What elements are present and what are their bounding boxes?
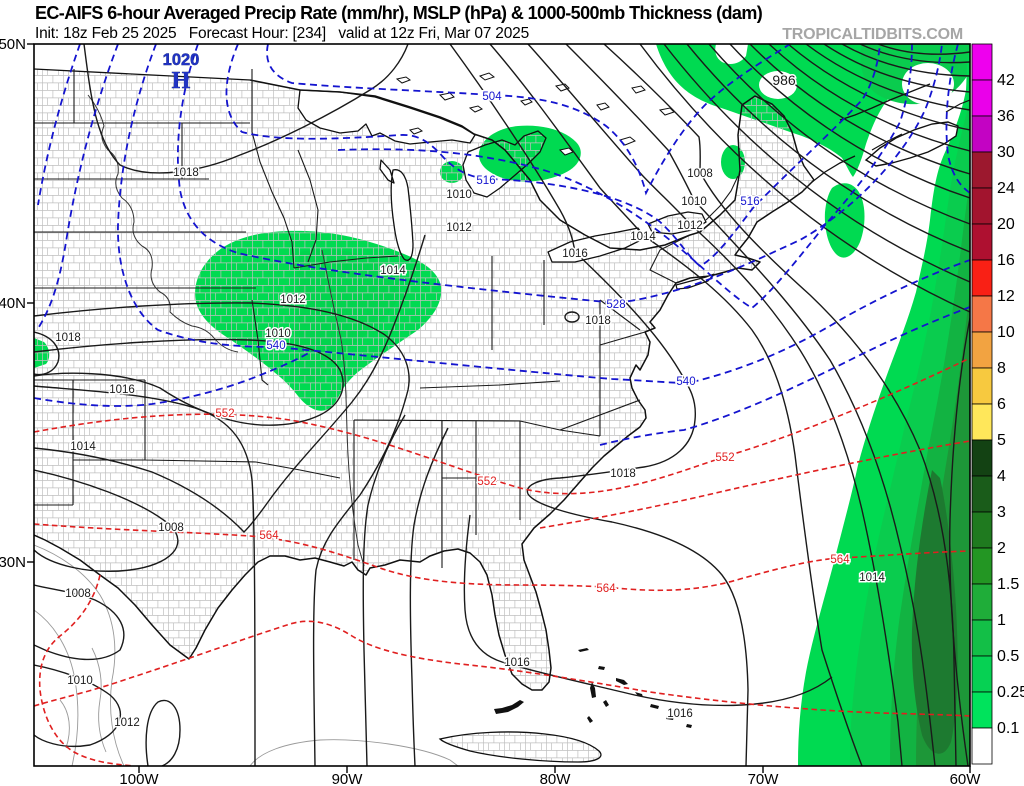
svg-text:540: 540 bbox=[266, 340, 285, 352]
svg-text:1010: 1010 bbox=[681, 196, 707, 208]
svg-text:0.25: 0.25 bbox=[997, 684, 1024, 701]
svg-text:2: 2 bbox=[997, 540, 1006, 557]
svg-text:1008: 1008 bbox=[687, 168, 713, 180]
svg-text:50N: 50N bbox=[0, 36, 26, 53]
svg-text:1016: 1016 bbox=[562, 248, 588, 260]
svg-text:12: 12 bbox=[997, 288, 1015, 305]
svg-text:H: H bbox=[172, 68, 191, 94]
svg-text:20: 20 bbox=[997, 216, 1015, 233]
svg-text:1016: 1016 bbox=[504, 657, 530, 669]
svg-text:516: 516 bbox=[476, 175, 495, 187]
svg-text:564: 564 bbox=[596, 583, 616, 595]
svg-text:1012: 1012 bbox=[677, 220, 703, 232]
svg-text:1018: 1018 bbox=[610, 468, 636, 480]
svg-text:1018: 1018 bbox=[585, 315, 611, 327]
svg-text:80W: 80W bbox=[540, 771, 572, 786]
svg-text:552: 552 bbox=[477, 476, 496, 488]
svg-text:1016: 1016 bbox=[667, 708, 693, 720]
svg-text:516: 516 bbox=[740, 196, 759, 208]
svg-text:564: 564 bbox=[259, 530, 279, 542]
svg-text:24: 24 bbox=[997, 180, 1015, 197]
svg-text:1: 1 bbox=[997, 612, 1006, 629]
svg-text:30N: 30N bbox=[0, 554, 26, 571]
svg-text:100W: 100W bbox=[119, 771, 159, 786]
svg-text:1014: 1014 bbox=[380, 265, 406, 277]
svg-text:30: 30 bbox=[997, 144, 1015, 161]
svg-text:1008: 1008 bbox=[65, 588, 91, 600]
svg-text:504: 504 bbox=[482, 91, 502, 103]
svg-text:5: 5 bbox=[997, 432, 1006, 449]
svg-text:1012: 1012 bbox=[446, 222, 472, 234]
svg-text:42: 42 bbox=[997, 72, 1015, 89]
svg-text:540: 540 bbox=[676, 376, 695, 388]
svg-text:0.5: 0.5 bbox=[997, 648, 1019, 665]
svg-text:1020: 1020 bbox=[163, 51, 200, 69]
svg-text:70W: 70W bbox=[748, 771, 780, 786]
svg-text:60W: 60W bbox=[950, 771, 982, 786]
svg-text:0.1: 0.1 bbox=[997, 720, 1019, 737]
svg-text:10: 10 bbox=[997, 324, 1015, 341]
svg-text:1012: 1012 bbox=[114, 717, 140, 729]
svg-text:TROPICALTIDBITS.COM: TROPICALTIDBITS.COM bbox=[782, 26, 963, 43]
svg-text:552: 552 bbox=[715, 452, 734, 464]
svg-text:1008: 1008 bbox=[158, 522, 184, 534]
svg-text:528: 528 bbox=[606, 299, 625, 311]
svg-text:1014: 1014 bbox=[70, 441, 96, 453]
svg-text:90W: 90W bbox=[332, 771, 364, 786]
svg-text:1014: 1014 bbox=[859, 572, 885, 584]
svg-text:8: 8 bbox=[997, 360, 1006, 377]
svg-text:1014: 1014 bbox=[630, 231, 656, 243]
svg-text:40N: 40N bbox=[0, 295, 26, 312]
svg-text:986: 986 bbox=[772, 72, 796, 88]
svg-text:3: 3 bbox=[997, 504, 1006, 521]
svg-text:36: 36 bbox=[997, 108, 1015, 125]
svg-text:1012: 1012 bbox=[280, 294, 306, 306]
svg-text:1018: 1018 bbox=[173, 167, 199, 179]
svg-text:1016: 1016 bbox=[109, 384, 135, 396]
svg-text:1010: 1010 bbox=[265, 328, 291, 340]
svg-text:6: 6 bbox=[997, 396, 1006, 413]
svg-text:1.5: 1.5 bbox=[997, 576, 1019, 593]
svg-text:1018: 1018 bbox=[55, 332, 81, 344]
svg-text:1010: 1010 bbox=[446, 189, 472, 201]
svg-text:1010: 1010 bbox=[67, 675, 93, 687]
svg-text:Init: 18z Feb 25 2025 Foreca: Init: 18z Feb 25 2025 Forecast Hour: [23… bbox=[35, 25, 529, 42]
svg-text:552: 552 bbox=[215, 408, 234, 420]
svg-text:564: 564 bbox=[830, 554, 850, 566]
svg-text:16: 16 bbox=[997, 252, 1015, 269]
svg-text:EC-AIFS 6-hour Averaged Precip: EC-AIFS 6-hour Averaged Precip Rate (mm/… bbox=[35, 3, 763, 23]
svg-text:4: 4 bbox=[997, 468, 1006, 485]
